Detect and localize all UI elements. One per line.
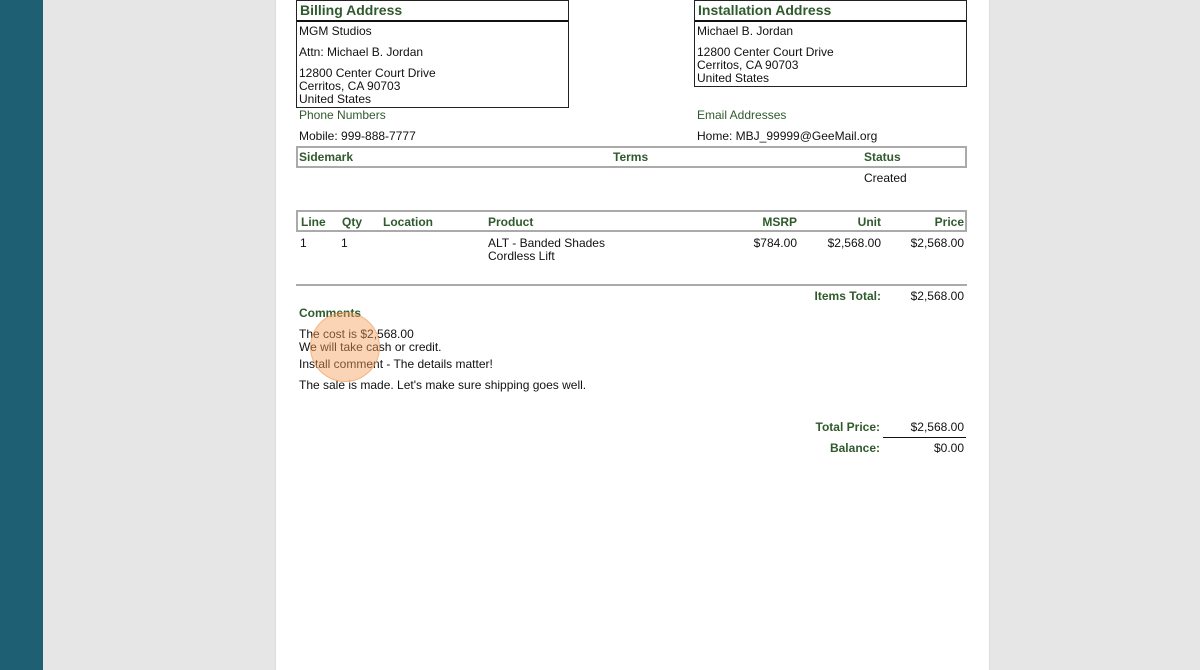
billing-address-title: Billing Address [297,1,568,22]
col-product: Product [488,215,534,229]
phone-value: Mobile: 999-888-7777 [299,129,416,143]
items-total-label: Items Total: [814,289,881,303]
billing-address-box: Billing Address [296,0,569,108]
balance: $0.00 [933,441,964,455]
col-qty: Qty [342,215,363,229]
installation-address-title: Installation Address [695,1,966,22]
col-line: Line [301,215,326,229]
phone-label: Phone Numbers [299,108,386,122]
col-location: Location [383,215,433,229]
installation-street: 12800 Center Court Drive [697,45,834,59]
col-price: Price [934,215,964,229]
row-price: $2,568.00 [910,236,964,250]
balance-label: Balance: [829,441,880,455]
billing-country: United States [299,92,372,106]
sidemark-header: Sidemark [299,150,354,164]
installation-country: United States [697,71,770,85]
total-underline [883,437,966,438]
billing-city: Cerritos, CA 90703 [299,79,401,93]
info-header [296,146,967,168]
total-price-label: Total Price: [815,420,880,434]
row-product: ALT - Banded Shades [488,236,605,250]
installation-city: Cerritos, CA 90703 [697,58,799,72]
cursor-highlight-icon [310,312,380,382]
email-label: Email Addresses [697,108,787,122]
row-msrp: $784.00 [753,236,797,250]
row-unit: $2,568.00 [827,236,881,250]
total-price: $2,568.00 [910,420,964,434]
items-total: $2,568.00 [910,289,964,303]
billing-name: MGM Studios [299,24,372,38]
billing-attn: Attn: Michael B. Jordan [299,45,424,59]
billing-street: 12800 Center Court Drive [299,66,436,80]
items-divider [296,284,967,286]
row-product-detail: Cordless Lift [488,249,555,263]
col-msrp: MSRP [762,215,797,229]
document-page [275,0,990,670]
comment-line: The sale is made. Let's make sure shippi… [299,378,587,392]
row-line: 1 [300,236,307,250]
terms-header: Terms [613,150,649,164]
items-table-header [296,210,967,232]
installation-name: Michael B. Jordan [697,24,794,38]
sidebar [0,0,43,670]
row-qty: 1 [341,236,348,250]
status-value: Created [864,171,907,185]
installation-address-box: Installation Address [694,0,967,87]
email-value: Home: MBJ_99999@GeeMail.org [697,129,878,143]
col-unit: Unit [857,215,881,229]
status-header: Status [864,150,901,164]
